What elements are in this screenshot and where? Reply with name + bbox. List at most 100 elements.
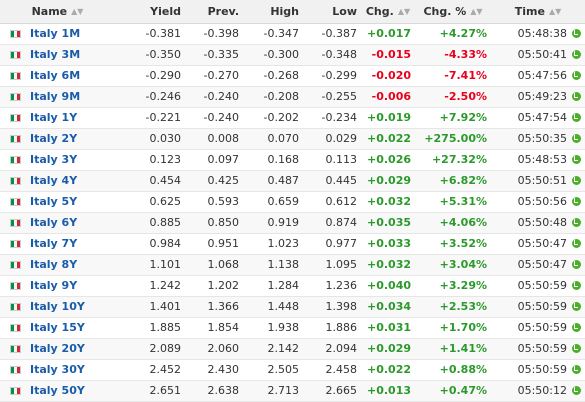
- col-header-low[interactable]: Low: [303, 0, 361, 24]
- chg-pct-cell: +1.70%: [415, 317, 491, 339]
- clock-icon: [572, 344, 581, 353]
- col-header-prev[interactable]: Prev.: [185, 0, 243, 24]
- yield-cell: 0.030: [115, 128, 185, 150]
- time-value: 05:50:59: [517, 342, 567, 355]
- col-header-name[interactable]: Name ▲▼: [0, 0, 115, 24]
- bond-name-link[interactable]: Italy 6Y: [30, 216, 78, 229]
- chg-cell: +0.022: [361, 359, 415, 381]
- col-header-time[interactable]: Time ▲▼: [491, 0, 585, 24]
- high-cell: 0.487: [243, 170, 303, 192]
- yield-cell: -0.246: [115, 86, 185, 108]
- low-cell: 0.445: [303, 170, 361, 192]
- low-cell: 1.095: [303, 254, 361, 276]
- low-cell: 0.029: [303, 128, 361, 150]
- low-cell: 1.886: [303, 317, 361, 339]
- sort-arrows-icon[interactable]: ▲▼: [397, 6, 411, 16]
- time-cell: 05:50:59: [491, 359, 585, 381]
- bond-name-link[interactable]: Italy 3Y: [30, 153, 78, 166]
- high-cell: 2.713: [243, 380, 303, 402]
- prev-cell: -0.240: [185, 86, 243, 108]
- bond-name-link[interactable]: Italy 3M: [30, 48, 81, 61]
- time-value: 05:50:51: [517, 174, 567, 187]
- bond-name-link[interactable]: Italy 6M: [30, 69, 81, 82]
- col-header-chg-pct[interactable]: Chg. % ▲▼: [415, 0, 491, 24]
- time-cell: 05:50:35: [491, 128, 585, 150]
- clock-icon: [572, 197, 581, 206]
- chg-pct-cell: +5.31%: [415, 191, 491, 213]
- time-value: 05:50:12: [517, 384, 567, 397]
- yield-cell: 0.123: [115, 149, 185, 171]
- bond-name-link[interactable]: Italy 20Y: [30, 342, 85, 355]
- bond-name-link[interactable]: Italy 9M: [30, 90, 81, 103]
- col-header-high[interactable]: High: [243, 0, 303, 24]
- prev-cell: 2.430: [185, 359, 243, 381]
- bond-name-link[interactable]: Italy 2Y: [30, 132, 78, 145]
- yield-cell: 1.401: [115, 296, 185, 318]
- high-cell: -0.347: [243, 23, 303, 45]
- chg-pct-cell: +7.92%: [415, 107, 491, 129]
- table-row: Italy 8Y 1.101 1.068 1.138 1.095 +0.032 …: [0, 254, 585, 276]
- italy-flag-icon: [10, 135, 21, 143]
- prev-cell: 2.638: [185, 380, 243, 402]
- bond-name-link[interactable]: Italy 8Y: [30, 258, 78, 271]
- name-cell: Italy 20Y: [0, 338, 115, 360]
- chg-cell: +0.019: [361, 107, 415, 129]
- chg-pct-cell: -2.50%: [415, 86, 491, 108]
- time-cell: 05:50:47: [491, 254, 585, 276]
- yield-cell: 2.651: [115, 380, 185, 402]
- bond-name-link[interactable]: Italy 1Y: [30, 111, 78, 124]
- high-cell: -0.300: [243, 44, 303, 66]
- prev-cell: 1.366: [185, 296, 243, 318]
- yield-cell: 1.885: [115, 317, 185, 339]
- chg-cell: -0.006: [361, 86, 415, 108]
- prev-cell: 0.850: [185, 212, 243, 234]
- chg-pct-cell: +0.47%: [415, 380, 491, 402]
- high-cell: 0.070: [243, 128, 303, 150]
- clock-icon: [572, 365, 581, 374]
- high-cell: 0.659: [243, 191, 303, 213]
- italy-flag-icon: [10, 366, 21, 374]
- sort-arrows-icon[interactable]: ▲▼: [470, 6, 483, 16]
- yield-cell: -0.290: [115, 65, 185, 87]
- clock-icon: [572, 386, 581, 395]
- table-row: Italy 6M -0.290 -0.270 -0.268 -0.299 -0.…: [0, 65, 585, 87]
- chg-cell: +0.032: [361, 191, 415, 213]
- bond-name-link[interactable]: Italy 15Y: [30, 321, 85, 334]
- clock-icon: [572, 260, 581, 269]
- yield-cell: 0.625: [115, 191, 185, 213]
- sort-arrows-icon[interactable]: ▲▼: [71, 6, 84, 16]
- italy-flag-icon: [10, 282, 21, 290]
- bond-name-link[interactable]: Italy 5Y: [30, 195, 78, 208]
- time-value: 05:50:59: [517, 279, 567, 292]
- time-value: 05:48:53: [517, 153, 567, 166]
- low-cell: -0.234: [303, 107, 361, 129]
- prev-cell: -0.240: [185, 107, 243, 129]
- italy-flag-icon: [10, 114, 21, 122]
- yield-cell: -0.381: [115, 23, 185, 45]
- sort-arrows-icon[interactable]: ▲▼: [548, 6, 562, 16]
- bond-name-link[interactable]: Italy 50Y: [30, 384, 85, 397]
- bond-name-link[interactable]: Italy 7Y: [30, 237, 78, 250]
- bond-name-link[interactable]: Italy 9Y: [30, 279, 78, 292]
- bond-name-link[interactable]: Italy 10Y: [30, 300, 85, 313]
- bond-name-link[interactable]: Italy 1M: [30, 27, 81, 40]
- time-value: 05:50:47: [517, 237, 567, 250]
- italy-flag-icon: [10, 345, 21, 353]
- chg-cell: -0.020: [361, 65, 415, 87]
- time-cell: 05:50:47: [491, 233, 585, 255]
- high-cell: -0.268: [243, 65, 303, 87]
- bond-name-link[interactable]: Italy 4Y: [30, 174, 78, 187]
- low-cell: 2.094: [303, 338, 361, 360]
- col-header-chg[interactable]: Chg. ▲▼: [361, 0, 415, 24]
- yield-cell: 0.984: [115, 233, 185, 255]
- table-row: Italy 15Y 1.885 1.854 1.938 1.886 +0.031…: [0, 317, 585, 339]
- table-row: Italy 3Y 0.123 0.097 0.168 0.113 +0.026 …: [0, 149, 585, 171]
- low-cell: 2.665: [303, 380, 361, 402]
- col-header-yield[interactable]: Yield: [115, 0, 185, 24]
- italy-flag-icon: [10, 93, 21, 101]
- bond-name-link[interactable]: Italy 30Y: [30, 363, 85, 376]
- name-cell: Italy 9M: [0, 86, 115, 108]
- chg-cell: +0.029: [361, 338, 415, 360]
- high-cell: 0.919: [243, 212, 303, 234]
